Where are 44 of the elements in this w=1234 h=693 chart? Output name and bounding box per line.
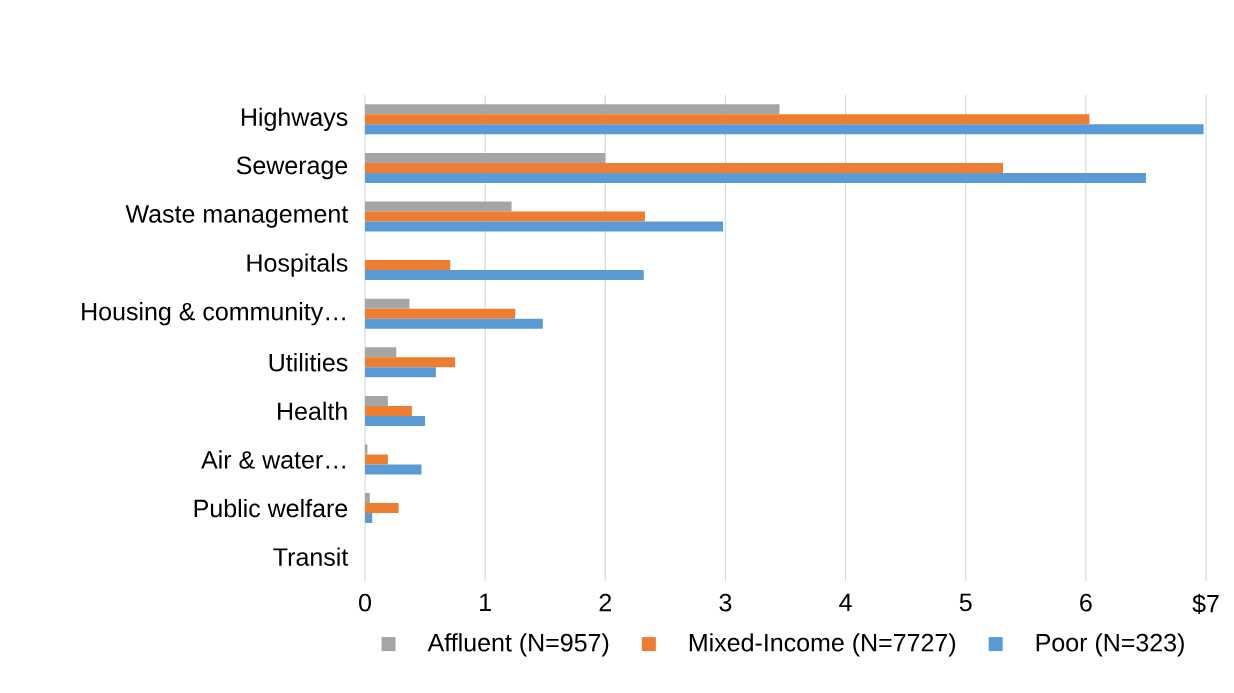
bar [365, 395, 388, 406]
y-tick-label: Highways [241, 107, 348, 131]
bar [365, 201, 512, 212]
bar [365, 318, 543, 329]
bar [365, 172, 1146, 183]
y-tick-label: Utilities [269, 353, 348, 372]
x-tick-label: 3 [719, 593, 732, 612]
x-tick-label: 5 [959, 593, 972, 612]
y-tick-label: Housing & community… [82, 302, 345, 326]
bar [365, 152, 606, 163]
x-tick-label: 1 [480, 593, 491, 611]
y-tick-label: Sewerage [236, 156, 348, 180]
y-tick-label: Public welfare [194, 498, 348, 518]
bar [365, 104, 780, 115]
bar [365, 357, 456, 368]
bar [365, 367, 436, 378]
y-tick-label: Hospitals [247, 253, 348, 277]
bar [365, 221, 724, 232]
bar [365, 347, 397, 358]
x-tick-label: 6 [1080, 593, 1092, 612]
bar [365, 114, 1090, 125]
bar [365, 415, 426, 426]
bar [365, 464, 422, 475]
y-tick-label: Air & water… [201, 450, 345, 469]
legend-label: Mixed-Income (N=7727) [689, 633, 956, 657]
bar [365, 503, 399, 514]
y-tick-label: Transit [273, 547, 349, 566]
y-tick-label: Health [278, 401, 347, 421]
bar [365, 260, 451, 271]
x-tick-label: $7 [1192, 593, 1219, 614]
x-tick-label: 2 [599, 593, 611, 612]
y-tick-label: Waste management [125, 205, 349, 228]
bar [365, 211, 645, 222]
bar [365, 454, 388, 465]
bar [365, 308, 516, 319]
legend-label: Affluent (N=957) [427, 633, 609, 657]
x-tick-label: 4 [839, 593, 852, 611]
bar [365, 270, 644, 281]
bar [365, 124, 1204, 135]
legend-label: Poor (N=323) [1036, 633, 1184, 657]
bar [365, 162, 1003, 173]
x-tick-label: 0 [359, 593, 371, 612]
bar [365, 298, 410, 309]
bar [365, 405, 412, 416]
